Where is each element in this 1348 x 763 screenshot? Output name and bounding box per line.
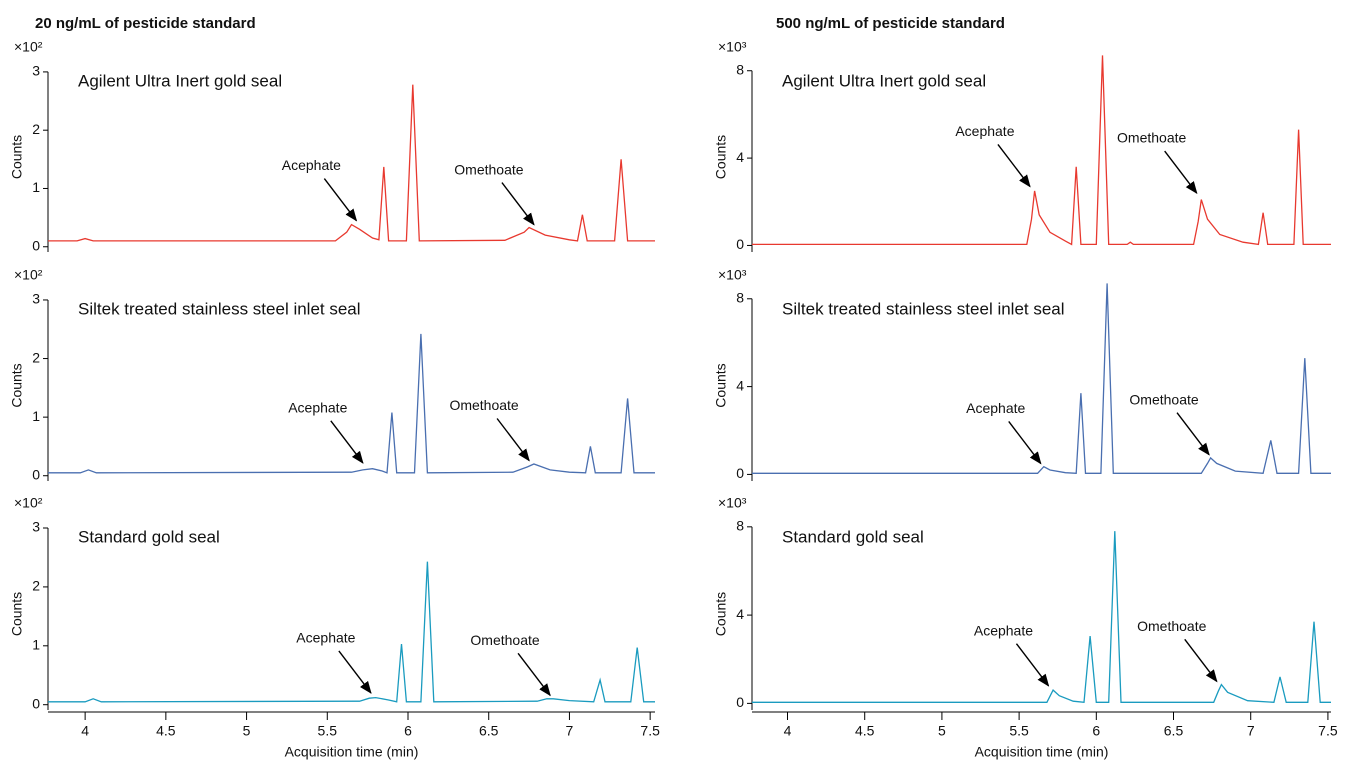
- y-tick-label: 0: [32, 466, 40, 482]
- annotation-arrow: [1164, 150, 1198, 195]
- annotation-arrow: [1176, 412, 1210, 456]
- x-tick-label: 7: [566, 723, 574, 739]
- y-tick-label: 3: [32, 519, 40, 535]
- annotation-text: Acephate: [296, 630, 355, 646]
- panel-label: Siltek treated stainless steel inlet sea…: [78, 299, 361, 318]
- x-axis-label: Acquisition time (min): [285, 744, 419, 760]
- y-tick-label: 2: [32, 578, 40, 594]
- annotation-text: Acephate: [966, 400, 1025, 416]
- y-tick-label: 0: [736, 465, 744, 481]
- annotation-text: Acephate: [955, 123, 1014, 139]
- multiplier: ×10³: [718, 495, 747, 511]
- x-tick-label: 6.5: [1164, 723, 1184, 739]
- trace: [48, 333, 655, 474]
- trace: [752, 531, 1331, 704]
- y-tick-label: 1: [32, 408, 40, 424]
- annotation-arrow: [323, 178, 358, 222]
- multiplier: ×10²: [14, 495, 43, 511]
- y-axis-label: Counts: [9, 135, 25, 179]
- x-axis-label: Acquisition time (min): [975, 744, 1109, 760]
- x-tick-label: 7.5: [640, 723, 660, 739]
- y-tick-label: 0: [32, 695, 40, 711]
- y-tick-label: 4: [736, 377, 744, 393]
- x-tick-label: 4.5: [156, 723, 176, 739]
- annotation-arrow: [517, 652, 551, 697]
- x-tick-label: 4.5: [855, 723, 875, 739]
- x-tick-label: 7: [1247, 723, 1255, 739]
- annotation-arrow: [338, 650, 372, 694]
- y-tick-label: 0: [32, 237, 40, 253]
- y-tick-label: 2: [32, 121, 40, 137]
- annotation-arrow: [997, 144, 1031, 188]
- y-tick-label: 0: [736, 694, 744, 710]
- x-tick-label: 5: [938, 723, 946, 739]
- x-tick-label: 4: [784, 723, 792, 739]
- x-tick-label: 6: [1092, 723, 1100, 739]
- annotation-text: Omethoate: [449, 397, 518, 413]
- annotation-arrow: [1008, 421, 1042, 465]
- y-tick-label: 0: [736, 236, 744, 252]
- panel-label: Siltek treated stainless steel inlet sea…: [782, 299, 1065, 318]
- annotation-arrow: [496, 418, 530, 462]
- panel-label: Agilent Ultra Inert gold seal: [782, 71, 986, 90]
- panel-title: 20 ng/mL of pesticide standard: [35, 15, 256, 32]
- multiplier: ×10²: [14, 39, 43, 55]
- annotation-text: Omethoate: [1129, 391, 1198, 407]
- x-tick-label: 6.5: [479, 723, 499, 739]
- trace: [48, 561, 655, 703]
- y-tick-label: 4: [736, 149, 744, 165]
- multiplier: ×10³: [718, 267, 747, 283]
- y-axis-label: Counts: [713, 363, 729, 407]
- y-tick-label: 8: [736, 61, 744, 77]
- y-tick-label: 4: [736, 606, 744, 622]
- y-axis-label: Counts: [713, 592, 729, 636]
- y-tick-label: 8: [736, 518, 744, 534]
- annotation-text: Acephate: [974, 622, 1033, 638]
- y-tick-label: 2: [32, 349, 40, 365]
- y-tick-label: 3: [32, 63, 40, 79]
- x-tick-label: 7.5: [1318, 723, 1338, 739]
- annotation-text: Omethoate: [470, 632, 539, 648]
- annotation-arrow: [501, 182, 535, 226]
- annotation-text: Omethoate: [1137, 618, 1206, 634]
- x-tick-label: 4: [81, 723, 89, 739]
- annotation-arrow: [330, 420, 364, 464]
- y-axis-label: Counts: [9, 592, 25, 636]
- annotation-text: Omethoate: [454, 161, 523, 177]
- annotation-text: Omethoate: [1117, 130, 1186, 146]
- x-tick-label: 5.5: [1009, 723, 1029, 739]
- trace: [752, 283, 1331, 474]
- panel-title: 500 ng/mL of pesticide standard: [776, 15, 1005, 32]
- trace: [752, 55, 1331, 246]
- multiplier: ×10³: [718, 39, 747, 55]
- y-axis-label: Counts: [713, 135, 729, 179]
- y-tick-label: 1: [32, 637, 40, 653]
- y-tick-label: 3: [32, 291, 40, 307]
- annotation-text: Acephate: [288, 400, 347, 416]
- panel-label: Standard gold seal: [782, 527, 924, 546]
- y-tick-label: 8: [736, 289, 744, 305]
- trace: [48, 84, 655, 242]
- x-tick-label: 5.5: [318, 723, 338, 739]
- panel-label: Agilent Ultra Inert gold seal: [78, 71, 282, 90]
- x-tick-label: 5: [243, 723, 251, 739]
- x-tick-label: 6: [404, 723, 412, 739]
- y-tick-label: 1: [32, 179, 40, 195]
- panel-label: Standard gold seal: [78, 527, 220, 546]
- y-axis-label: Counts: [9, 363, 25, 407]
- annotation-arrow: [1184, 638, 1218, 683]
- annotation-text: Acephate: [282, 157, 341, 173]
- multiplier: ×10²: [14, 267, 43, 283]
- annotation-arrow: [1015, 643, 1050, 687]
